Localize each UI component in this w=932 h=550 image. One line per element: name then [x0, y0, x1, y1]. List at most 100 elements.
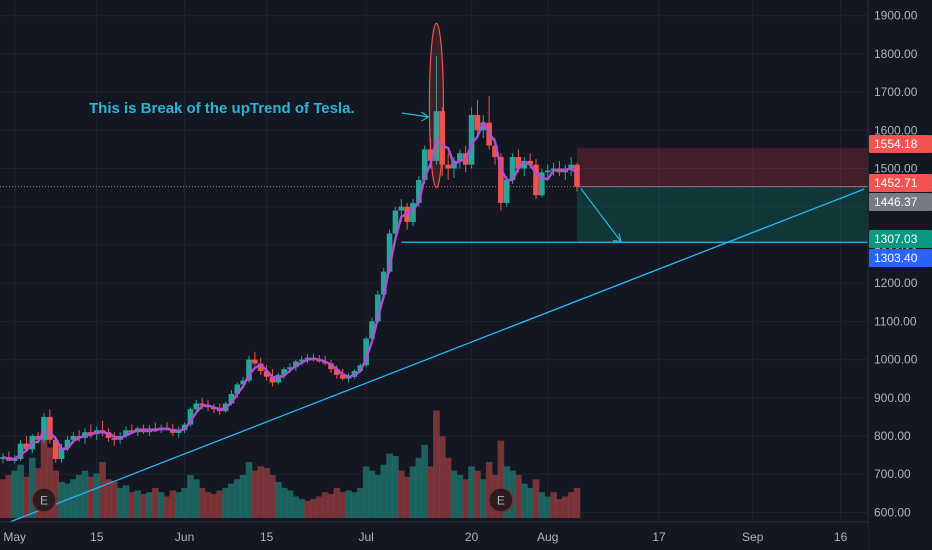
volume-bar	[69, 479, 77, 518]
annotation-arrow-head	[421, 111, 430, 122]
volume-bar	[456, 475, 464, 518]
price-axis[interactable]: 1900.001800.001700.001600.001500.001400.…	[867, 0, 932, 550]
price-tick-label: 1100.00	[874, 314, 917, 328]
volume-bar	[374, 475, 382, 518]
volume-bar	[433, 410, 440, 518]
price-badge	[869, 249, 932, 267]
stop-loss-zone[interactable]	[577, 147, 868, 187]
volume-bar	[386, 453, 393, 518]
volume-bar	[204, 492, 212, 518]
volume-bar	[46, 447, 54, 518]
candle-body	[380, 271, 387, 295]
price-badge	[869, 135, 932, 153]
earnings-event-circle	[31, 487, 57, 513]
volume-bar	[351, 492, 358, 518]
volume-bar	[497, 440, 505, 518]
candlestick-series	[0, 56, 580, 464]
candle-body	[421, 149, 428, 180]
candle-body	[88, 432, 94, 435]
volume-bar	[81, 470, 89, 518]
volume-bar	[409, 466, 417, 518]
volume-bar	[544, 496, 552, 518]
time-tick-label: Jun	[175, 530, 194, 544]
candle-body	[129, 430, 135, 433]
annotation-group[interactable]: This is Break of the upTrend of Tesla.	[89, 22, 445, 189]
candle-body	[539, 172, 545, 196]
volume-bar	[163, 496, 171, 518]
volume-bar	[58, 481, 65, 518]
candle-body	[17, 443, 24, 459]
earnings-event[interactable]: E	[488, 487, 514, 513]
volume-bar	[485, 462, 493, 518]
candle-body	[416, 179, 422, 203]
volume-bar	[40, 432, 48, 518]
candle-body	[445, 164, 451, 169]
volume-bar	[421, 444, 429, 518]
candle-body	[234, 384, 241, 394]
volume-bar	[462, 479, 470, 518]
candle-body	[58, 447, 65, 459]
candle-body	[568, 164, 574, 169]
volume-bar	[93, 473, 101, 518]
projection-arrow[interactable]	[580, 188, 622, 242]
candle-body	[480, 122, 487, 131]
volume-bar	[479, 479, 487, 518]
volume-bar	[5, 475, 13, 518]
price-badge-label: 1446.37	[874, 195, 918, 209]
earnings-event-label: E	[497, 494, 505, 508]
volume-bar	[474, 470, 481, 518]
volume-bar	[550, 492, 557, 518]
candle-body	[457, 153, 463, 161]
price-tick-label: 1600.00	[874, 123, 918, 137]
volume-bar	[169, 490, 177, 518]
volume-bar	[245, 462, 253, 518]
time-tick-label: 20	[465, 530, 479, 544]
volume-bar	[392, 456, 399, 518]
volume-bar	[274, 481, 282, 518]
volume-bar	[427, 466, 434, 518]
candle-body	[498, 157, 504, 203]
uptrend-line[interactable]	[8, 188, 865, 523]
candle-body	[398, 206, 405, 211]
annotation-arrow[interactable]	[401, 112, 429, 118]
price-badge	[869, 193, 932, 211]
trendlines[interactable]	[0, 186, 868, 523]
volume-bar	[181, 487, 188, 518]
highlight-ellipse[interactable]	[428, 22, 445, 189]
volume-bar	[116, 487, 124, 518]
price-badge	[869, 174, 932, 192]
price-tick-label: 1000.00	[874, 353, 918, 367]
candle-body	[240, 380, 246, 385]
earnings-event[interactable]: E	[31, 487, 57, 513]
volume-bar	[175, 492, 183, 518]
volume-bar	[222, 487, 229, 518]
candle-body	[281, 369, 287, 375]
volume-bar	[538, 492, 546, 518]
volume-bar	[269, 475, 276, 518]
volume-bar	[509, 470, 516, 518]
volume-bar	[327, 493, 335, 518]
price-tick-label: 800.00	[874, 429, 911, 443]
volume-bar	[157, 492, 165, 518]
candle-body	[228, 393, 235, 404]
earnings-event-label: E	[40, 494, 48, 508]
candle-body	[64, 439, 71, 448]
annotation-text[interactable]: This is Break of the upTrend of Tesla.	[89, 100, 355, 117]
time-tick-label: Sep	[742, 530, 764, 544]
short-position-tool[interactable]	[577, 147, 868, 244]
candle-body	[23, 443, 30, 450]
volume-bar	[52, 470, 60, 518]
price-tick-label: 1800.00	[874, 47, 918, 61]
volume-bar	[17, 464, 24, 518]
time-tick-label: Jul	[358, 530, 373, 544]
volume-bar	[310, 499, 317, 518]
candle-body	[199, 403, 205, 406]
take-profit-zone[interactable]	[577, 186, 868, 244]
candle-body	[105, 432, 112, 438]
volume-bar	[515, 475, 522, 518]
time-axis[interactable]: May 15 Jun 15 Jul 20 Aug 17 Sep 16	[0, 521, 868, 550]
